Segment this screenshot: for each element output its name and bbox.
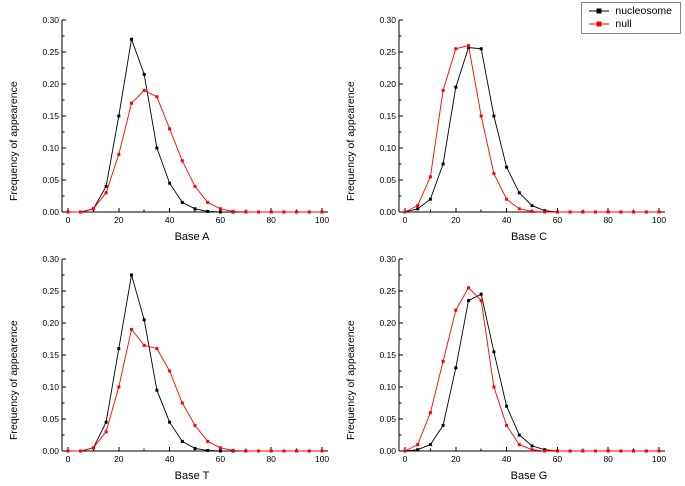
series-null: [66, 327, 324, 453]
svg-text:40: 40: [502, 454, 512, 464]
series-null: [403, 286, 661, 453]
chart-panel-base-g: Frequency of appearence 0.00 0.05 0.10 0.15…: [343, 251, 680, 484]
svg-text:0: 0: [66, 215, 71, 225]
svg-text:0.20: 0.20: [42, 79, 59, 89]
axes: 0.00 0.05 0.10 0.15 0.20 0.25 0.30 0 20 40 60 80 100: [42, 15, 329, 225]
svg-text:0.00: 0.00: [42, 207, 59, 217]
svg-text:0.30: 0.30: [42, 254, 59, 264]
plot-base-c: 0.00 0.05 0.10 0.15 0.20 0.25 0.30 0 20 40 60 80 100: [379, 15, 666, 225]
svg-text:80: 80: [266, 215, 276, 225]
svg-text:0.15: 0.15: [42, 350, 59, 360]
svg-text:60: 60: [216, 215, 226, 225]
svg-text:0.05: 0.05: [42, 414, 59, 424]
svg-text:0.10: 0.10: [379, 382, 396, 392]
svg-text:80: 80: [603, 454, 613, 464]
svg-text:40: 40: [502, 215, 512, 225]
svg-text:0.25: 0.25: [379, 286, 396, 296]
svg-text:0.05: 0.05: [379, 414, 396, 424]
svg-text:0.10: 0.10: [42, 382, 59, 392]
svg-text:80: 80: [266, 454, 276, 464]
series-nucleosome: [403, 292, 661, 453]
series-null: [403, 44, 661, 214]
x-axis-label: Base T: [174, 470, 210, 482]
y-axis-label: Frequency of appearence: [345, 320, 357, 441]
chart-panel-base-a: Frequency of appearence 0.00 0.05 0.10 0.15…: [6, 12, 343, 245]
svg-text:0.20: 0.20: [379, 79, 396, 89]
svg-text:0.00: 0.00: [42, 446, 59, 456]
legend-box: nucleosome null: [581, 2, 681, 34]
svg-text:20: 20: [451, 215, 461, 225]
svg-text:60: 60: [216, 454, 226, 464]
svg-text:0.10: 0.10: [379, 143, 396, 153]
svg-text:20: 20: [114, 215, 124, 225]
y-axis-label: Frequency of appearence: [8, 320, 20, 441]
svg-text:0: 0: [403, 215, 408, 225]
axes: 0.00 0.05 0.10 0.15 0.20 0.25 0.30 0 20 40 60 80 100: [379, 15, 666, 225]
svg-text:0.20: 0.20: [42, 318, 59, 328]
chart-panel-base-c: Frequency of appearence 0.00 0.05 0.10 0.15…: [343, 12, 680, 245]
svg-text:100: 100: [315, 215, 329, 225]
axes: 0.00 0.05 0.10 0.15 0.20 0.25 0.30 0 20 40 60 80 100: [379, 254, 666, 464]
svg-text:0.25: 0.25: [379, 47, 396, 57]
svg-text:0.30: 0.30: [379, 15, 396, 25]
x-axis-label: Base G: [510, 470, 548, 482]
svg-text:100: 100: [315, 454, 329, 464]
svg-text:0.30: 0.30: [42, 15, 59, 25]
chart-panel-base-t: Frequency of appearence 0.00 0.05 0.10 0.15…: [6, 251, 343, 484]
svg-text:0.15: 0.15: [379, 111, 396, 121]
svg-text:0.05: 0.05: [42, 175, 59, 185]
nucleosome-line-marker-icon: [588, 6, 610, 16]
legend-item-null: null: [588, 18, 672, 30]
series-null: [66, 88, 324, 214]
svg-text:100: 100: [652, 454, 666, 464]
svg-text:80: 80: [603, 215, 613, 225]
svg-text:60: 60: [553, 215, 563, 225]
x-axis-label: Base A: [174, 231, 210, 243]
svg-text:40: 40: [165, 454, 175, 464]
svg-text:0.25: 0.25: [42, 286, 59, 296]
svg-text:0.15: 0.15: [42, 111, 59, 121]
svg-text:0.15: 0.15: [379, 350, 396, 360]
svg-text:0.00: 0.00: [379, 207, 396, 217]
x-axis-label: Base C: [510, 231, 548, 243]
svg-text:0: 0: [403, 454, 408, 464]
svg-text:100: 100: [652, 215, 666, 225]
y-axis-label: Frequency of appearence: [8, 81, 20, 202]
svg-text:20: 20: [451, 454, 461, 464]
svg-text:20: 20: [114, 454, 124, 464]
legend-label: null: [615, 18, 632, 30]
null-line-marker-icon: [588, 19, 610, 29]
svg-text:0.00: 0.00: [379, 446, 396, 456]
svg-text:0.10: 0.10: [42, 143, 59, 153]
legend-label: nucleosome: [615, 5, 672, 17]
svg-text:0.25: 0.25: [42, 47, 59, 57]
svg-text:0.30: 0.30: [379, 254, 396, 264]
svg-text:60: 60: [553, 454, 563, 464]
plot-base-a: 0.00 0.05 0.10 0.15 0.20 0.25 0.30 0 20 40 60 80 100: [42, 15, 329, 225]
svg-text:0: 0: [66, 454, 71, 464]
legend-item-nucleosome: nucleosome: [588, 5, 672, 17]
plot-base-g: 0.00 0.05 0.10 0.15 0.20 0.25 0.30 0 20 40 60 80 100: [379, 254, 666, 464]
plot-base-t: 0.00 0.05 0.10 0.15 0.20 0.25 0.30 0 20 40 60 80 100: [42, 254, 329, 464]
svg-text:0.05: 0.05: [379, 175, 396, 185]
axes: 0.00 0.05 0.10 0.15 0.20 0.25 0.30 0 20 40 60 80 100: [42, 254, 329, 464]
svg-text:40: 40: [165, 215, 175, 225]
svg-text:0.20: 0.20: [379, 318, 396, 328]
series-nucleosome: [403, 46, 661, 214]
y-axis-label: Frequency of appearence: [345, 81, 357, 202]
